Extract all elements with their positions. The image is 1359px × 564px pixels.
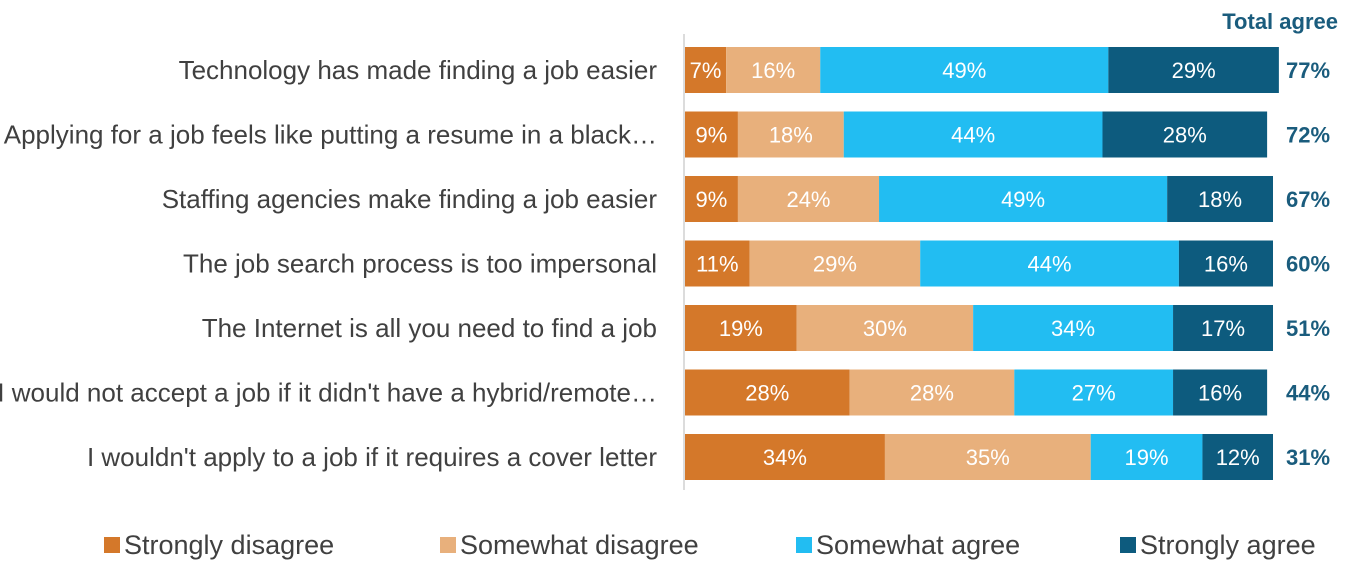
data-label: 44% <box>1028 252 1072 277</box>
bar-segment <box>685 434 885 480</box>
data-label: 17% <box>1201 316 1245 341</box>
data-label: 27% <box>1072 381 1116 406</box>
data-label: 16% <box>1198 381 1242 406</box>
data-label: 9% <box>696 123 728 148</box>
bar-segment <box>796 305 974 351</box>
bar-segment <box>1014 369 1174 416</box>
total-labels: 77% 72% 67% 60% 51% 44% 31% <box>1286 58 1330 470</box>
category-label: Staffing agencies make finding a job eas… <box>162 184 658 214</box>
data-label: 35% <box>966 445 1010 470</box>
category-label: The Internet is all you need to find a j… <box>202 313 657 343</box>
bar-segment <box>1173 369 1268 416</box>
data-label: 18% <box>769 123 813 148</box>
bar-segment <box>1202 434 1273 480</box>
data-label: 16% <box>1204 252 1248 277</box>
legend-swatch <box>440 537 456 553</box>
data-label: 44% <box>951 123 995 148</box>
total-agree-value: 44% <box>1286 381 1330 406</box>
data-label: 28% <box>910 381 954 406</box>
bar-segment <box>685 305 797 351</box>
category-label: I wouldn't apply to a job if it requires… <box>87 442 657 472</box>
total-agree-header: Total agree <box>1222 9 1338 34</box>
data-label: 24% <box>786 187 830 212</box>
data-label: 28% <box>1163 123 1207 148</box>
bar-segment <box>1173 305 1273 351</box>
bar-segment <box>685 240 750 287</box>
bar-segment <box>685 369 850 416</box>
data-label: 49% <box>942 58 986 83</box>
total-agree-value: 51% <box>1286 316 1330 341</box>
bar-segment <box>879 176 1168 222</box>
bar-segment <box>1167 176 1273 222</box>
bar-segment <box>849 369 1015 416</box>
bar-segment <box>1108 47 1279 93</box>
category-label: Applying for a job feels like putting a … <box>4 120 657 150</box>
bar-segment <box>737 176 880 222</box>
data-label: 7% <box>690 58 722 83</box>
legend-entry: Strongly disagree <box>124 530 334 560</box>
legend-entry: Somewhat agree <box>816 530 1020 560</box>
bar-segment <box>726 47 821 93</box>
legend-swatch <box>796 537 812 553</box>
data-label: 16% <box>751 58 795 83</box>
bar-segment <box>973 305 1174 351</box>
bar-segment <box>1102 111 1268 158</box>
bars: 7% 16% 49% 29% 9% 18% 44% 28% 9% 24% 49% 18% 11% 29% 4… <box>685 47 1279 480</box>
legend: Strongly disagree Somewhat disagree Somewh… <box>104 530 1316 560</box>
bar-segment <box>884 434 1091 480</box>
data-label: 11% <box>696 252 738 277</box>
bar-segment <box>749 240 921 287</box>
legend-swatch <box>104 537 120 553</box>
total-agree-value: 60% <box>1286 252 1330 277</box>
data-label: 34% <box>1051 316 1095 341</box>
data-label: 9% <box>696 187 728 212</box>
data-label: 19% <box>719 316 763 341</box>
data-label: 34% <box>763 445 807 470</box>
category-label: The job search process is too impersonal <box>183 249 657 279</box>
data-label: 29% <box>1172 58 1216 83</box>
bar-segment <box>685 47 727 93</box>
bar-segment <box>843 111 1103 158</box>
data-label: 28% <box>745 381 789 406</box>
data-label: 18% <box>1198 187 1242 212</box>
bar-segment <box>737 111 844 158</box>
legend-swatch <box>1120 537 1136 553</box>
total-agree-value: 77% <box>1286 58 1330 83</box>
data-label: 19% <box>1125 445 1169 470</box>
data-label: 29% <box>813 252 857 277</box>
legend-entry: Strongly agree <box>1140 530 1316 560</box>
bar-segment <box>685 111 738 158</box>
category-label: Technology has made finding a job easier <box>179 55 658 85</box>
bar-segment <box>820 47 1109 93</box>
total-agree-value: 72% <box>1286 123 1330 148</box>
total-agree-value: 67% <box>1286 187 1330 212</box>
data-label: 49% <box>1001 187 1045 212</box>
bar-segment <box>920 240 1179 287</box>
category-label: I would not accept a job if it didn't ha… <box>0 378 657 408</box>
category-labels: Technology has made finding a job easier… <box>0 55 657 472</box>
data-label: 30% <box>863 316 907 341</box>
data-label: 12% <box>1216 445 1260 470</box>
total-agree-value: 31% <box>1286 445 1330 470</box>
legend-entry: Somewhat disagree <box>460 530 699 560</box>
bar-segment <box>1090 434 1203 480</box>
bar-segment <box>685 176 738 222</box>
bar-segment <box>1178 240 1273 287</box>
